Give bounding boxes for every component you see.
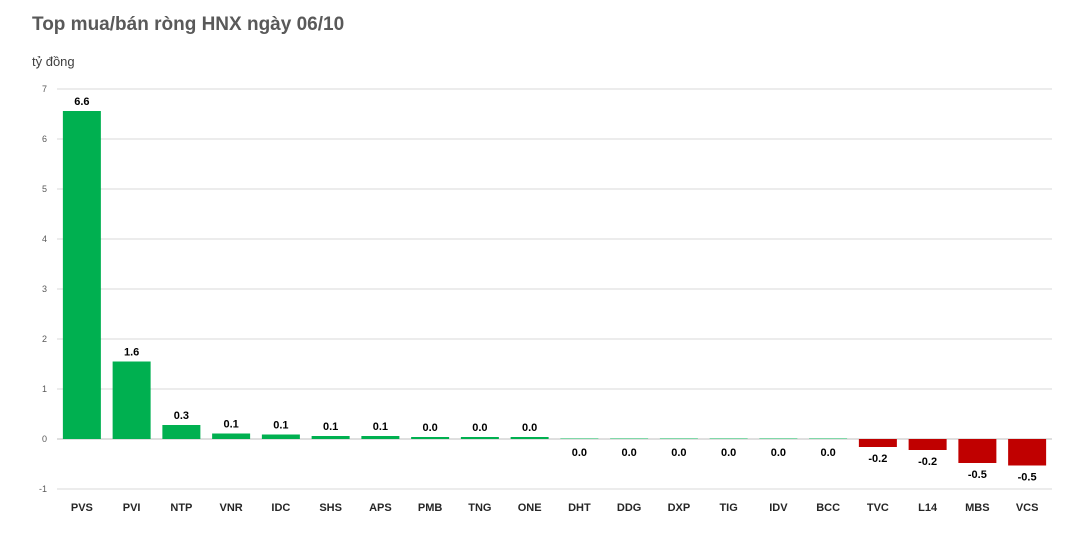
data-label: 0.0 <box>820 447 835 459</box>
bar-dht <box>560 438 599 439</box>
data-label: 0.1 <box>373 421 388 433</box>
y-tick-label: 2 <box>42 334 47 344</box>
x-tick-label: VCS <box>1016 502 1039 514</box>
x-tick-label: NTP <box>170 502 192 514</box>
bar-ddg <box>610 438 649 439</box>
y-tick-label: 5 <box>42 184 47 194</box>
bar-pvs <box>62 111 101 439</box>
data-label: 1.6 <box>124 347 139 359</box>
y-tick-label: 4 <box>42 234 47 244</box>
x-tick-label: VNR <box>220 502 243 514</box>
bar-aps <box>361 436 400 439</box>
data-label: -0.2 <box>918 456 937 468</box>
x-tick-label: BCC <box>816 502 840 514</box>
bar-tig <box>709 438 748 439</box>
bar-l14 <box>908 439 947 450</box>
data-label: 0.0 <box>771 447 786 459</box>
data-label: 0.0 <box>522 422 537 434</box>
data-label: 0.0 <box>621 447 636 459</box>
y-axis-label: tỷ đồng <box>32 54 75 69</box>
bar-pvi <box>112 361 151 439</box>
bar-shs <box>311 436 350 439</box>
data-label: 0.1 <box>223 419 238 431</box>
x-tick-label: SHS <box>319 502 342 514</box>
y-tick-label: 0 <box>42 434 47 444</box>
bar-dxp <box>659 438 698 439</box>
bar-ntp <box>162 425 201 439</box>
data-label: 0.0 <box>422 422 437 434</box>
bar-tng <box>460 437 499 439</box>
data-label: -0.5 <box>968 469 987 481</box>
x-tick-label: PVS <box>71 502 93 514</box>
x-tick-label: TNG <box>468 502 491 514</box>
data-label: 0.1 <box>273 420 288 432</box>
x-tick-label: MBS <box>965 502 989 514</box>
data-label: 0.0 <box>721 447 736 459</box>
bar-tvc <box>858 439 897 447</box>
data-label: -0.2 <box>868 453 887 465</box>
x-tick-label: TIG <box>719 502 737 514</box>
bar-one <box>510 437 549 439</box>
y-tick-label: 6 <box>42 134 47 144</box>
bar-mbs <box>958 439 997 463</box>
x-tick-label: DDG <box>617 502 641 514</box>
y-tick-label: -1 <box>39 484 47 494</box>
x-tick-label: PVI <box>123 502 141 514</box>
data-label: 0.0 <box>472 422 487 434</box>
x-tick-label: L14 <box>918 502 938 514</box>
y-tick-label: 3 <box>42 284 47 294</box>
x-tick-label: IDV <box>769 502 788 514</box>
x-tick-label: APS <box>369 502 392 514</box>
bar-vnr <box>212 433 251 439</box>
x-tick-label: IDC <box>271 502 290 514</box>
chart-title: Top mua/bán ròng HNX ngày 06/10 <box>32 14 345 35</box>
data-label: 0.0 <box>671 447 686 459</box>
bar-idc <box>261 434 300 439</box>
data-label: 0.0 <box>572 447 587 459</box>
y-tick-label: 7 <box>42 84 47 94</box>
data-label: 0.1 <box>323 421 338 433</box>
bar-vcs <box>1008 439 1047 466</box>
bar-bcc <box>809 438 848 439</box>
x-tick-label: TVC <box>867 502 889 514</box>
x-tick-label: PMB <box>418 502 443 514</box>
data-label: -0.5 <box>1018 472 1037 484</box>
x-tick-label: DXP <box>668 502 691 514</box>
bar-idv <box>759 438 798 439</box>
x-tick-label: DHT <box>568 502 591 514</box>
y-tick-label: 1 <box>42 384 47 394</box>
x-tick-label: ONE <box>518 502 542 514</box>
bar-pmb <box>411 437 450 439</box>
data-label: 6.6 <box>74 96 89 108</box>
data-label: 0.3 <box>174 410 189 422</box>
